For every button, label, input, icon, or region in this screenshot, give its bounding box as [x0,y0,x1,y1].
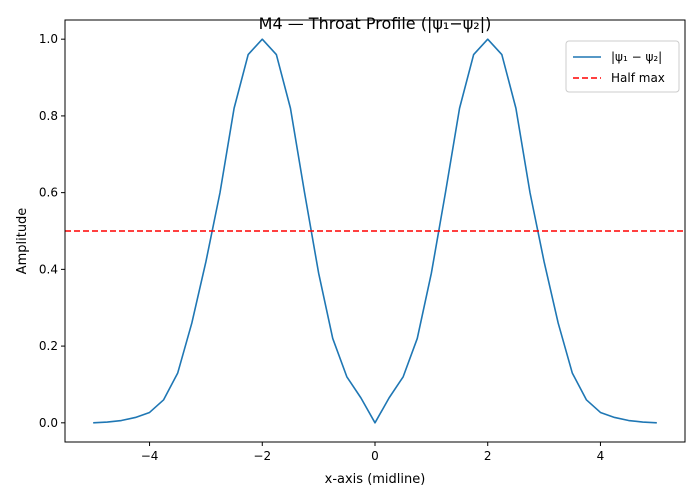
y-tick-label: 0.0 [39,416,58,430]
legend-label-abs-difference: |ψ₁ − ψ₂| [611,50,662,64]
legend-label-half-max: Half max [611,71,665,85]
axes-ticks: −4 −2 0 2 4 0.0 0.2 0.4 0.6 0.8 1.0 [39,32,604,463]
x-tick-label: −4 [141,449,159,463]
y-tick-label: 0.2 [39,339,58,353]
x-tick-label: −2 [253,449,271,463]
x-tick-label: 0 [371,449,379,463]
legend-box [565,40,680,93]
plot-area [65,38,685,424]
x-axis-label: x-axis (midline) [325,472,426,487]
x-tick-label: 4 [597,449,605,463]
chart-title: M4 — Throat Profile (|ψ₁−ψ₂|) [259,14,492,33]
legend: |ψ₁ − ψ₂| Half max [565,40,680,93]
y-axis-label: Amplitude [15,208,30,275]
y-tick-label: 0.4 [39,262,58,276]
x-tick-label: 2 [484,449,492,463]
y-tick-label: 0.8 [39,109,58,123]
y-tick-label: 1.0 [39,32,58,46]
y-tick-label: 0.6 [39,186,58,200]
series-line-abs-difference [93,38,657,424]
